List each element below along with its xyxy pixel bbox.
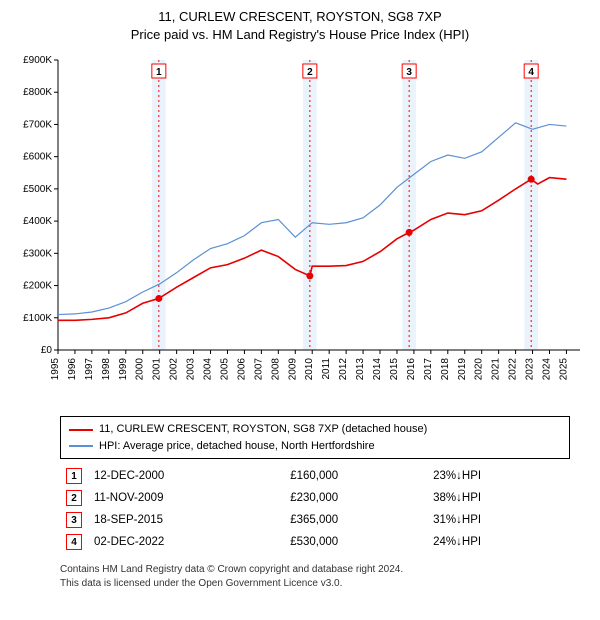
legend-label: 11, CURLEW CRESCENT, ROYSTON, SG8 7XP (d… (99, 421, 427, 438)
marker-dot (306, 273, 313, 280)
x-tick-label: 2019 (457, 358, 468, 381)
row-date: 18-SEP-2015 (88, 509, 284, 531)
x-tick-label: 2009 (287, 358, 298, 381)
x-tick-label: 2001 (152, 358, 163, 381)
y-tick-label: £800K (23, 88, 52, 99)
table-row: 2 11-NOV-2009£230,00038% ↓ HPI (60, 487, 570, 509)
legend-row: 11, CURLEW CRESCENT, ROYSTON, SG8 7XP (d… (69, 421, 561, 438)
marker-number: 1 (156, 67, 162, 78)
legend: 11, CURLEW CRESCENT, ROYSTON, SG8 7XP (d… (60, 416, 570, 459)
row-price: £230,000 (284, 487, 427, 509)
marker-number: 4 (528, 67, 534, 78)
legend-row: HPI: Average price, detached house, Nort… (69, 438, 561, 455)
x-tick-label: 2004 (203, 358, 214, 381)
x-tick-label: 2024 (541, 358, 552, 381)
transactions-table: 1 12-DEC-2000£160,00023% ↓ HPI 2 11-NOV-200… (60, 465, 570, 553)
x-tick-label: 2023 (525, 358, 536, 381)
row-marker-box: 2 (66, 490, 82, 506)
y-tick-label: £500K (23, 184, 52, 195)
legend-swatch (69, 429, 93, 431)
x-tick-label: 2005 (219, 358, 230, 381)
footer-line2: This data is licensed under the Open Gov… (60, 577, 570, 591)
row-pct: 31% ↓ HPI (427, 509, 570, 531)
x-tick-label: 2015 (389, 358, 400, 381)
legend-swatch (69, 445, 93, 447)
x-tick-label: 1997 (84, 358, 95, 381)
table-row: 3 18-SEP-2015£365,00031% ↓ HPI (60, 509, 570, 531)
row-marker-box: 1 (66, 468, 82, 484)
x-tick-label: 2014 (372, 358, 383, 381)
x-tick-label: 2013 (355, 358, 366, 381)
x-tick-label: 1999 (118, 358, 129, 381)
x-tick-label: 2020 (474, 358, 485, 381)
row-pct: 38% ↓ HPI (427, 487, 570, 509)
x-tick-label: 2025 (558, 358, 569, 381)
y-tick-label: £900K (23, 55, 52, 66)
x-tick-label: 2002 (169, 358, 180, 381)
x-tick-label: 1998 (101, 358, 112, 381)
chart-svg: £0 £100K £200K £300K £400K £500K £600K £700K £80… (10, 50, 590, 410)
chart-title-block: 11, CURLEW CRESCENT, ROYSTON, SG8 7XP Pr… (10, 8, 590, 44)
x-tick-label: 2011 (321, 358, 332, 380)
y-tick-label: £300K (23, 249, 52, 260)
legend-label: HPI: Average price, detached house, Nort… (99, 438, 375, 455)
x-tick-label: 2021 (491, 358, 502, 381)
row-price: £530,000 (284, 531, 427, 553)
x-tick-label: 2012 (338, 358, 349, 381)
y-tick-label: £400K (23, 216, 52, 227)
marker-dot (528, 176, 535, 183)
row-date: 11-NOV-2009 (88, 487, 284, 509)
marker-dot (406, 229, 413, 236)
row-date: 02-DEC-2022 (88, 531, 284, 553)
table-row: 4 02-DEC-2022£530,00024% ↓ HPI (60, 531, 570, 553)
x-tick-label: 1996 (67, 358, 78, 381)
row-pct: 23% ↓ HPI (427, 465, 570, 487)
x-tick-label: 2006 (236, 358, 247, 381)
marker-number: 2 (307, 67, 313, 78)
row-date: 12-DEC-2000 (88, 465, 284, 487)
x-tick-label: 2000 (135, 358, 146, 381)
x-tick-label: 2003 (186, 358, 197, 381)
x-tick-label: 2017 (423, 358, 434, 381)
price-chart: £0 £100K £200K £300K £400K £500K £600K £700K £80… (10, 50, 590, 410)
row-marker-box: 3 (66, 512, 82, 528)
footer-line1: Contains HM Land Registry data © Crown c… (60, 563, 570, 577)
row-pct: 24% ↓ HPI (427, 531, 570, 553)
marker-number: 3 (406, 67, 412, 78)
y-tick-label: £200K (23, 281, 52, 292)
x-tick-label: 2007 (253, 358, 264, 381)
y-tick-label: £100K (23, 313, 52, 324)
footer-note: Contains HM Land Registry data © Crown c… (60, 563, 570, 591)
x-tick-label: 2008 (270, 358, 281, 381)
row-price: £365,000 (284, 509, 427, 531)
marker-dot (155, 295, 162, 302)
table-row: 1 12-DEC-2000£160,00023% ↓ HPI (60, 465, 570, 487)
chart-title-line2: Price paid vs. HM Land Registry's House … (10, 26, 590, 44)
x-tick-label: 2022 (508, 358, 519, 381)
y-tick-label: £600K (23, 152, 52, 163)
y-tick-label: £0 (41, 345, 53, 356)
x-tick-label: 1995 (50, 358, 61, 381)
chart-title-line1: 11, CURLEW CRESCENT, ROYSTON, SG8 7XP (10, 8, 590, 26)
row-marker-box: 4 (66, 534, 82, 550)
row-price: £160,000 (284, 465, 427, 487)
x-tick-label: 2016 (406, 358, 417, 381)
x-tick-label: 2018 (440, 358, 451, 381)
x-tick-label: 2010 (304, 358, 315, 381)
y-tick-label: £700K (23, 120, 52, 131)
